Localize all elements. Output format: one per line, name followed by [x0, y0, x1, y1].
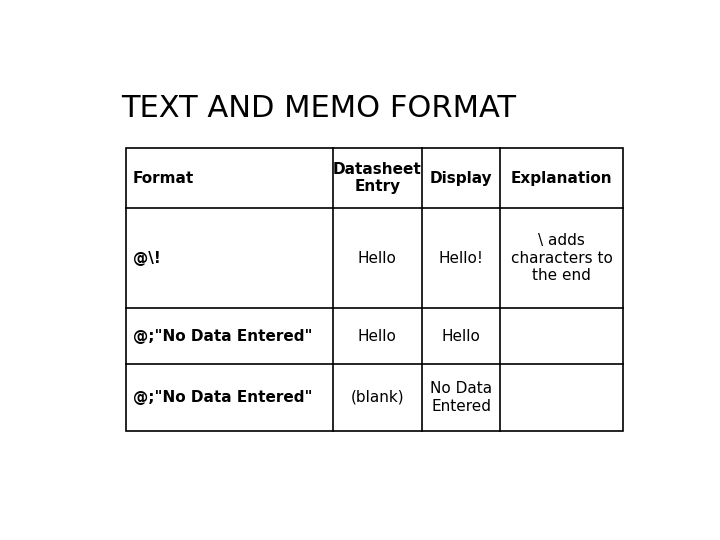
Text: @;"No Data Entered": @;"No Data Entered" — [133, 329, 312, 343]
Text: Hello: Hello — [358, 251, 397, 266]
Text: @;"No Data Entered": @;"No Data Entered" — [133, 390, 312, 405]
Text: \ adds
characters to
the end: \ adds characters to the end — [510, 233, 613, 283]
Text: Format: Format — [133, 171, 194, 186]
Text: Datasheet
Entry: Datasheet Entry — [333, 162, 422, 194]
Text: No Data
Entered: No Data Entered — [430, 381, 492, 414]
Text: TEXT AND MEMO FORMAT: TEXT AND MEMO FORMAT — [121, 94, 516, 123]
Text: Explanation: Explanation — [510, 171, 612, 186]
Text: (blank): (blank) — [351, 390, 404, 405]
Text: @\!: @\! — [133, 251, 161, 266]
Bar — [126, 148, 623, 431]
Text: Hello!: Hello! — [438, 251, 484, 266]
Text: Hello: Hello — [441, 329, 480, 343]
Text: Hello: Hello — [358, 329, 397, 343]
Text: Display: Display — [430, 171, 492, 186]
